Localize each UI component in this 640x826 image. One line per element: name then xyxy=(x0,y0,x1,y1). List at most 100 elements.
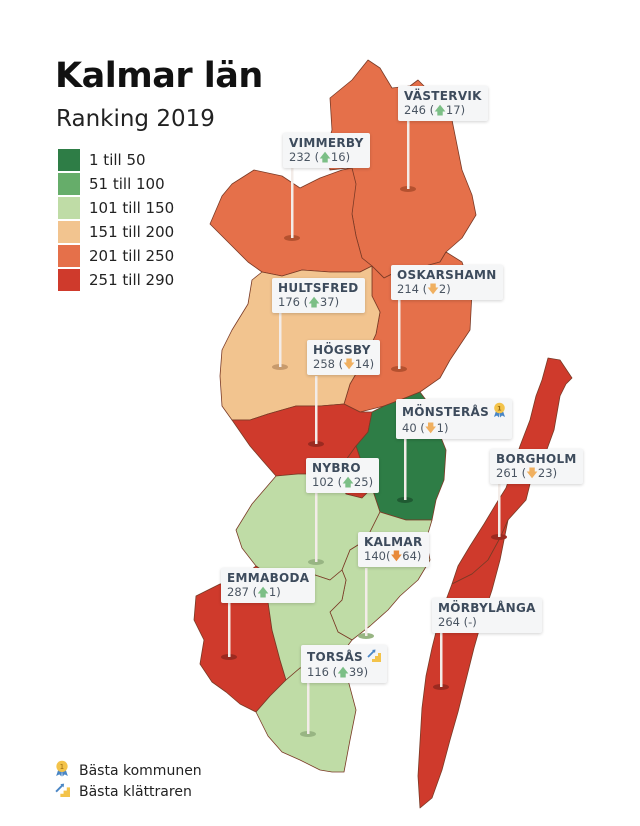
municipality-rank: 246 (🡅17) xyxy=(404,103,482,117)
municipality-name: KALMAR xyxy=(364,535,423,549)
pin-pole-kalmar xyxy=(365,568,368,636)
legend-label: 251 till 290 xyxy=(89,271,175,289)
legend-item: 51 till 100 xyxy=(58,172,174,196)
rank-change: 16 xyxy=(330,150,346,164)
legend-swatch xyxy=(58,149,80,171)
rank-change: 2 xyxy=(438,282,447,296)
arrow-down-icon: 🡇 xyxy=(343,357,355,371)
region-morbylanga[interactable] xyxy=(417,519,509,809)
legend-label: 51 till 100 xyxy=(89,175,165,193)
label-borgholm[interactable]: BORGHOLM 261 (🡇23) xyxy=(490,449,583,484)
rank-change: 64 xyxy=(402,549,417,563)
label-hultsfred[interactable]: HULTSFRED 176 (🡅37) xyxy=(272,278,365,313)
rank-value: 287 ( xyxy=(227,585,258,599)
pin-pole-monsteras xyxy=(404,433,407,500)
arrow-up-icon: 🡅 xyxy=(319,150,331,164)
rank-change: 1 xyxy=(436,421,444,435)
pin-pole-morbylanga xyxy=(440,632,443,687)
pin-pole-emmaboda xyxy=(228,602,231,657)
medal-icon: 1 xyxy=(493,402,506,421)
label-morbylanga[interactable]: MÖRBYLÅNGA 264 (-) xyxy=(432,598,542,633)
paren-close: ) xyxy=(345,150,351,164)
municipality-name: NYBRO xyxy=(312,461,361,475)
municipality-name: VIMMERBY xyxy=(289,136,364,150)
pin-pole-vastervik xyxy=(407,118,410,189)
paren-close: ) xyxy=(552,466,558,480)
municipality-name: EMMABODA xyxy=(227,571,310,585)
arrow-up-icon: 🡅 xyxy=(337,665,349,679)
rank-value: 176 ( xyxy=(278,295,309,309)
climber-icon xyxy=(367,648,381,665)
legend-label: 201 till 250 xyxy=(89,247,175,265)
map-title: Kalmar län xyxy=(55,56,263,96)
rank-change: 14 xyxy=(354,357,370,371)
rank-value: 116 ( xyxy=(307,665,338,679)
arrow-up-icon: 🡅 xyxy=(434,103,446,117)
rank-change: 1 xyxy=(268,585,277,599)
rank-value: 258 ( xyxy=(313,357,344,371)
paren-close: ) xyxy=(369,357,375,371)
arrow-up-icon: 🡅 xyxy=(342,475,354,489)
arrow-down-icon: 🡇 xyxy=(526,466,538,480)
municipality-rank: 258 (🡇14) xyxy=(313,357,374,371)
municipality-name: MÖNSTERÅS 1 xyxy=(402,402,506,421)
arrow-up-icon: 🡅 xyxy=(257,585,269,599)
legend-swatch xyxy=(58,245,80,267)
climber-icon xyxy=(55,782,71,801)
rank-value: 214 ( xyxy=(397,282,428,296)
label-monsteras[interactable]: MÖNSTERÅS 1 40 (🡇1) xyxy=(396,399,513,439)
label-vimmerby[interactable]: VIMMERBY 232 (🡅16) xyxy=(283,133,370,168)
paren-close: ) xyxy=(368,475,374,489)
label-hogsby[interactable]: HÖGSBY 258 (🡇14) xyxy=(307,340,381,375)
label-nybro[interactable]: NYBRO 102 (🡅25) xyxy=(306,458,380,493)
paren-close: ) xyxy=(334,295,340,309)
rank-value: 261 ( xyxy=(496,466,527,480)
municipality-rank: 140(🡇64) xyxy=(364,549,423,563)
rank-change: 37 xyxy=(319,295,335,309)
legend-item: 101 till 150 xyxy=(58,196,174,220)
municipality-rank: 102 (🡅25) xyxy=(312,475,373,489)
legend-label: 1 till 50 xyxy=(89,151,146,169)
pin-pole-oskarshamn xyxy=(398,296,401,369)
municipality-name-text: MÖNSTERÅS xyxy=(402,404,490,419)
paren-close: ) xyxy=(460,103,466,117)
municipality-name: HULTSFRED xyxy=(278,281,359,295)
paren-close: ) xyxy=(276,585,281,599)
pin-pole-borgholm xyxy=(498,484,501,537)
label-vastervik[interactable]: VÄSTERVIK 246 (🡅17) xyxy=(398,86,488,121)
legend-swatch xyxy=(58,221,80,243)
label-kalmar[interactable]: KALMAR 140(🡇64) xyxy=(358,532,429,567)
municipality-rank: 40 (🡇1) xyxy=(402,421,506,435)
rank-change: 39 xyxy=(348,665,364,679)
municipality-name: HÖGSBY xyxy=(313,343,371,357)
paren-close: ) xyxy=(443,421,449,435)
footer-label: Bästa kommunen xyxy=(79,762,202,779)
pin-pole-torsas xyxy=(307,680,310,734)
legend-item: 1 till 50 xyxy=(58,148,174,172)
label-torsas[interactable]: TORSÅS 116 (🡅39) xyxy=(301,645,387,683)
pin-pole-vimmerby xyxy=(291,168,294,238)
label-emmaboda[interactable]: EMMABODA 287 (🡅1) xyxy=(221,568,316,603)
pin-pole-nybro xyxy=(315,490,318,562)
municipality-name: OSKARSHAMN xyxy=(397,268,497,282)
municipality-rank: 176 (🡅37) xyxy=(278,295,359,309)
rank-change: 17 xyxy=(445,103,461,117)
municipality-name-text: TORSÅS xyxy=(307,649,363,664)
label-oskarshamn[interactable]: OSKARSHAMN 214 (🡇2) xyxy=(391,265,503,300)
legend-label: 151 till 200 xyxy=(89,223,175,241)
rank-value: 232 ( xyxy=(289,150,320,164)
map-subtitle: Ranking 2019 xyxy=(56,106,215,132)
arrow-down-icon: 🡇 xyxy=(390,549,403,563)
rank-value: 140( xyxy=(364,549,391,563)
rank-change: 23 xyxy=(537,466,553,480)
municipality-rank: 214 (🡇2) xyxy=(397,282,497,296)
paren-close: ) xyxy=(363,665,369,679)
arrow-down-icon: 🡇 xyxy=(424,421,437,435)
legend-label: 101 till 150 xyxy=(89,199,175,217)
municipality-rank: 264 (-) xyxy=(438,615,477,629)
legend-swatch xyxy=(58,269,80,291)
legend-swatch xyxy=(58,197,80,219)
svg-text:1: 1 xyxy=(497,404,502,412)
pin-pole-hogsby xyxy=(315,376,318,444)
